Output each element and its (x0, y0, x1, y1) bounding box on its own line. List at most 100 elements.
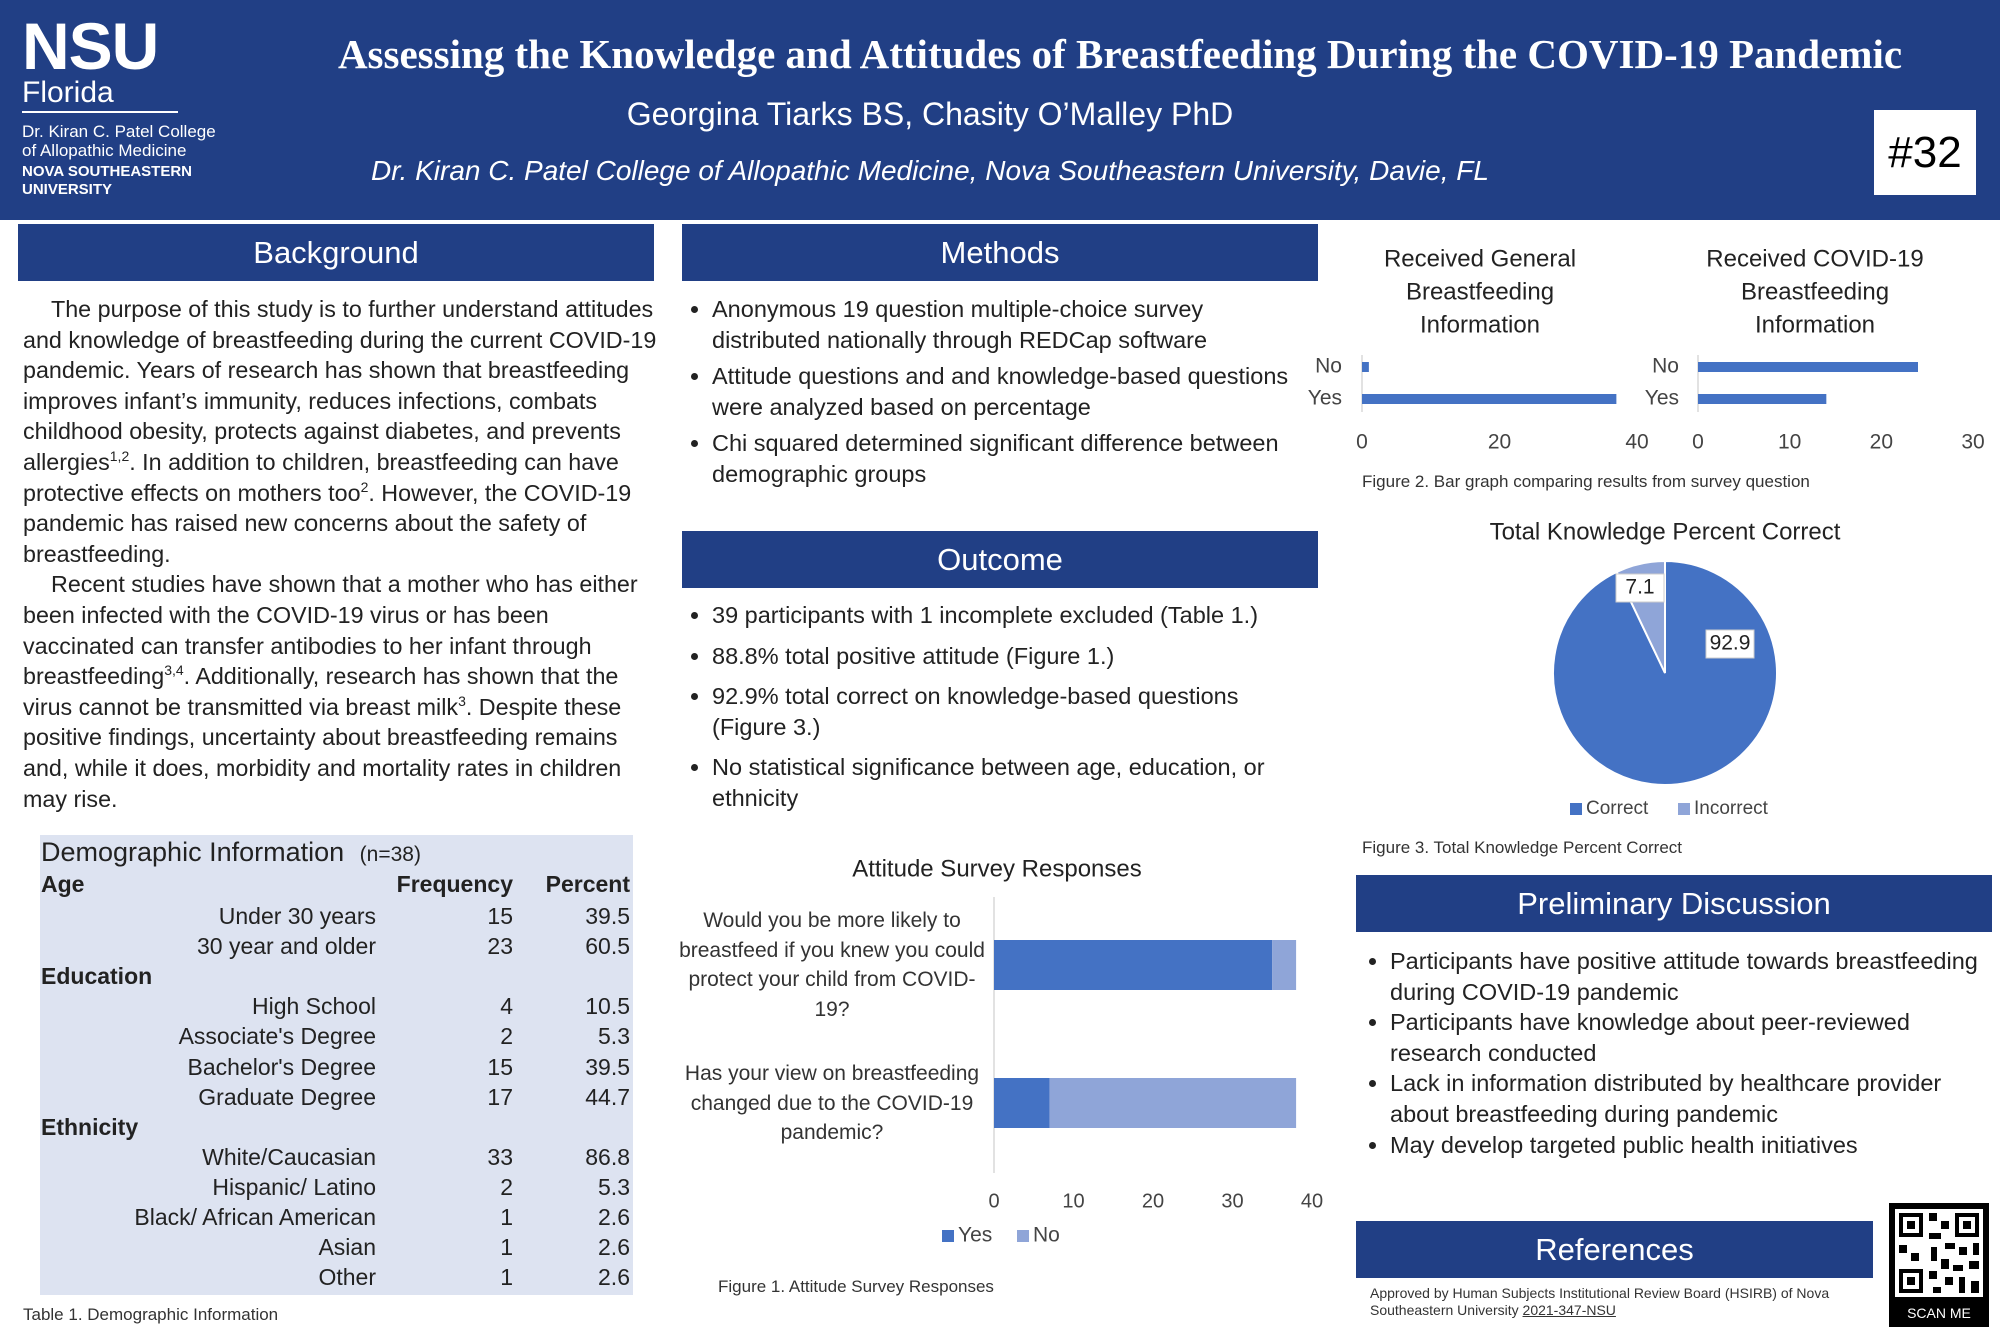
citation: 2 (360, 478, 369, 495)
row-label: Bachelor's Degree (187, 1053, 377, 1080)
qr-finder (1907, 1221, 1915, 1229)
frequency: 1 (500, 1264, 513, 1291)
percent: 2.6 (598, 1204, 630, 1230)
paragraph: Recent studies have shown that a mother … (23, 569, 663, 814)
category-label: Yes (1308, 387, 1342, 410)
percent: 5.3 (598, 1173, 630, 1200)
x-tick-label: 40 (1625, 431, 1648, 454)
discussion-bullet: Lack in information distributed by healt… (1390, 1068, 2000, 1129)
frequency: 33 (487, 1143, 513, 1170)
discussion-bullet: Participants have knowledge about peer-r… (1390, 1007, 2000, 1068)
frequency: 17 (487, 1083, 513, 1110)
bar (1362, 362, 1369, 372)
row-label: Associate's Degree (178, 1023, 376, 1050)
group-label: Education (41, 963, 153, 990)
category-label: Yes (1645, 387, 1679, 410)
legend-swatch (1570, 803, 1582, 815)
table-caption: Table 1. Demographic Information (23, 1305, 279, 1324)
affiliation: Dr. Kiran C. Patel College of Allopathic… (371, 155, 1489, 186)
x-tick-label: 20 (1142, 1190, 1164, 1212)
discussion-bullet: Participants have positive attitude towa… (1390, 946, 2000, 1007)
reference-text: Approved by Human Subjects Institutional… (1370, 1285, 1880, 1319)
row-label: Under 30 years (218, 903, 376, 929)
table-title-text: Demographic Information (41, 837, 345, 867)
frequency: 15 (487, 903, 513, 929)
qr-label: SCAN ME (1907, 1305, 1971, 1321)
methods-bullet: Chi squared determined significant diffe… (712, 428, 1318, 489)
group-label: Ethnicity (41, 1113, 139, 1140)
table-row: Hispanic/ Latino 2 5.3 (40, 1172, 633, 1202)
bar (1698, 362, 1918, 372)
bar-segment (1272, 940, 1297, 990)
bar-segment (994, 1078, 1050, 1128)
table-row: Other 1 2.6 (40, 1262, 633, 1292)
qr-code (1895, 1209, 1983, 1297)
discussion-list: Participants have positive attitude towa… (1360, 946, 2000, 1160)
section-heading: Preliminary Discussion (1356, 875, 1992, 932)
data-label-box (1615, 573, 1665, 603)
x-tick-label: 30 (1961, 431, 1984, 454)
x-tick-label: 30 (1221, 1190, 1243, 1212)
text-run: . Despite these positive findings, uncer… (23, 693, 622, 812)
x-tick-label: 10 (1062, 1190, 1084, 1212)
category-label: Has your view on breastfeeding changed d… (684, 1061, 980, 1144)
x-tick-label: 10 (1778, 431, 1801, 454)
outcome-bullet: No statistical significance between age,… (712, 752, 1318, 813)
section-heading: Background (18, 224, 654, 281)
legend-swatch (942, 1230, 954, 1242)
logo-mark: NSU (22, 9, 159, 83)
citation: 3,4 (164, 662, 184, 679)
table-row: White/Caucasian 33 86.8 (40, 1142, 633, 1172)
text-run: Recent studies have shown that a mother … (23, 571, 638, 690)
chart-title: Attitude Survey Responses (852, 855, 1142, 882)
x-tick-label: 40 (1301, 1190, 1323, 1212)
column-header: Age (41, 871, 85, 897)
chart-title: Received General Breastfeeding Informati… (1383, 245, 1577, 339)
logo-university: UNIVERSITY (22, 181, 113, 198)
table-row: Bachelor's Degree 15 39.5 (40, 1052, 633, 1082)
logo-rule (22, 111, 178, 113)
x-tick-label: 20 (1488, 431, 1511, 454)
percent: 60.5 (585, 933, 630, 960)
reference-id: 2021-347-NSU (1522, 1302, 1616, 1318)
logo-campus: Florida (22, 76, 114, 109)
chart-title: Received COVID-19 Breastfeeding Informat… (1706, 245, 1924, 339)
background-text: The purpose of this study is to further … (23, 294, 663, 814)
category-label: No (1652, 355, 1679, 378)
row-label: Black/ African American (134, 1204, 376, 1230)
row-label: Other (318, 1264, 376, 1291)
text-run: . In addition to children, breastfeeding… (23, 448, 619, 506)
table-row: Black/ African American 1 2.6 (40, 1202, 633, 1232)
section-heading: References (1356, 1221, 1873, 1278)
row-label: Hispanic/ Latino (212, 1173, 376, 1200)
x-tick-label: 0 (988, 1190, 999, 1212)
figure-caption: Figure 2. Bar graph comparing results fr… (1362, 472, 1810, 491)
frequency: 2 (500, 1023, 513, 1050)
frequency: 1 (500, 1204, 513, 1230)
frequency: 2 (500, 1173, 513, 1200)
legend-swatch (1678, 803, 1690, 815)
text-run: The purpose of this study is to further … (23, 296, 657, 475)
frequency: 15 (487, 1053, 513, 1080)
frequency: 4 (500, 993, 513, 1020)
table-row: Associate's Degree 2 5.3 (40, 1021, 633, 1051)
outcome-bullet: 39 participants with 1 incomplete exclud… (712, 600, 1318, 631)
percent: 44.7 (585, 1083, 630, 1110)
row-label: Graduate Degree (198, 1083, 376, 1110)
outcome-bullet: 88.8% total positive attitude (Figure 1.… (712, 641, 1318, 672)
x-tick-label: 0 (1692, 431, 1704, 454)
legend-label: Yes (958, 1224, 992, 1247)
legend-label: Incorrect (1694, 798, 1769, 819)
data-label-box (1705, 629, 1755, 659)
table-row: Under 30 years 15 39.5 (40, 901, 633, 931)
methods-bullet: Attitude questions and and knowledge-bas… (712, 361, 1318, 422)
legend-label: No (1033, 1224, 1060, 1247)
qr-finder (1963, 1221, 1971, 1229)
percent: 39.5 (585, 903, 630, 929)
methods-bullet: Anonymous 19 question multiple-choice su… (712, 294, 1318, 355)
outcome-bullet: 92.9% total correct on knowledge-based q… (712, 681, 1318, 742)
category-label: No (1315, 355, 1342, 378)
chart-title: Total Knowledge Percent Correct (1490, 518, 1841, 545)
table-row: Asian 1 2.6 (40, 1232, 633, 1262)
